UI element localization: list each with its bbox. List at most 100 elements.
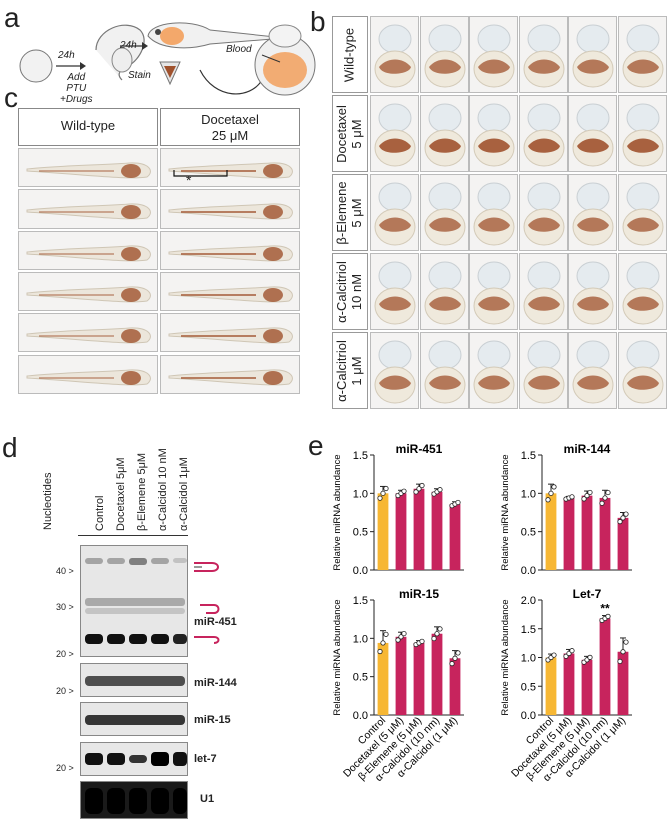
y-tick-label: 0.5 — [521, 527, 536, 539]
replicate-dot — [437, 487, 443, 493]
panel-b-embryo-image — [617, 174, 667, 251]
panel-e-charts: 0.0 0.5 1.0 1.5 miR-451 Relative miRNA abunda… — [332, 442, 632, 784]
panel-b-embryo-image — [370, 174, 419, 251]
lane-label: α-Calcidol 10 nM — [157, 448, 169, 531]
panel-b-embryo-image — [617, 16, 667, 93]
workflow-diagram — [19, 22, 316, 96]
bar — [377, 642, 389, 715]
step1-action-line3: +Drugs — [60, 94, 93, 105]
panel-b-row-line1: Docetaxel — [334, 104, 350, 163]
marker-20-a: 20 > — [56, 649, 74, 659]
replicate-dot — [419, 482, 425, 489]
replicate-dot — [377, 648, 383, 655]
bar — [545, 493, 557, 570]
replicate-dot — [398, 634, 404, 640]
bar — [599, 497, 611, 570]
y-tick-label: 1.0 — [521, 488, 536, 500]
step1-time: 24h — [58, 50, 75, 61]
y-tick-label: 0.0 — [353, 565, 368, 577]
replicate-dot — [383, 631, 389, 637]
marker-20-b: 20 > — [56, 686, 74, 696]
panel-b-embryo-image — [518, 174, 568, 251]
panel-c-larva-image — [160, 148, 300, 188]
replicate-dot — [449, 661, 455, 667]
y-tick-label: 1.5 — [521, 624, 536, 636]
replicate-dot — [413, 489, 419, 495]
panel-b-embryo-image — [370, 253, 419, 330]
panel-b-embryo-image — [518, 253, 568, 330]
panel-c-larva-image — [18, 354, 158, 394]
bar — [431, 633, 443, 715]
panel-b-row-label: β-Elemene 5 μM — [332, 174, 368, 251]
panel-c-larva-image — [160, 230, 300, 270]
replicate-dot — [548, 490, 554, 496]
panel-b-embryo-image — [617, 95, 667, 172]
panel-b-embryo-image — [469, 16, 518, 93]
chart-2: 0.0 0.5 1.0 1.5 miR-15 Relative miRNA abundan… — [332, 587, 464, 784]
blot-label-mir144: miR-144 — [194, 677, 237, 689]
blot-u1 — [80, 781, 188, 819]
panel-b-embryo-image — [469, 174, 518, 251]
bar — [581, 659, 593, 715]
panel-c-col2-title: Docetaxel — [201, 112, 259, 127]
y-tick-label: 1.0 — [521, 653, 536, 665]
panel-b-embryo-image — [469, 332, 518, 409]
panel-b-row-line1: Wild-type — [341, 27, 357, 82]
y-tick-label: 1.5 — [353, 450, 368, 462]
lane-divider — [78, 535, 188, 536]
panel-b-embryo-image — [370, 16, 419, 93]
y-axis-label: Relative miRNA abundance — [500, 454, 511, 570]
panel-c-col1-title: Wild-type — [60, 118, 116, 133]
bar — [395, 493, 407, 570]
panel-b-embryo-image — [419, 16, 469, 93]
panel-d-ylabel: Nucleotides — [42, 472, 54, 530]
y-tick-label: 1.0 — [353, 633, 368, 645]
panel-b-row-text: Docetaxel 5 μM — [334, 104, 365, 163]
panel-b-row-line2: 10 nM — [349, 273, 364, 310]
step1-action-line1: Add — [67, 72, 86, 83]
replicate-dot — [377, 495, 383, 501]
replicate-dot — [434, 631, 440, 637]
panel-b-embryo-image — [469, 95, 518, 172]
bar — [377, 493, 389, 570]
y-tick-label: 1.5 — [521, 450, 536, 462]
step1-action-line2: PTU — [66, 83, 87, 94]
panel-b-embryo-image — [419, 253, 469, 330]
y-axis-label: Relative miRNA abundance — [332, 599, 343, 715]
panel-b-row-line2: 5 μM — [349, 118, 364, 149]
pre-mirna-icon — [194, 562, 219, 572]
step2-time: 24h — [120, 40, 137, 51]
replicate-dot — [383, 485, 389, 492]
blot-label-mir15: miR-15 — [194, 714, 231, 726]
bar — [413, 642, 425, 715]
bar — [581, 495, 593, 570]
mature-mirna-icon — [194, 636, 220, 644]
replicate-dot — [620, 649, 626, 655]
panel-a-label: a — [4, 2, 20, 33]
replicate-dot — [620, 515, 626, 521]
bar — [617, 517, 629, 570]
panel-c-asterisk: * — [186, 172, 192, 188]
chart-title: miR-15 — [399, 587, 439, 601]
panel-c-larva-image — [18, 271, 158, 312]
bar — [449, 658, 461, 715]
lane-label: Control — [94, 495, 106, 531]
panel-c-larva-image — [18, 230, 158, 270]
panel-b-row-text: Wild-type — [341, 27, 358, 82]
y-axis-label: Relative miRNA abundance — [500, 599, 511, 715]
panel-b-embryo-image — [617, 253, 667, 330]
panel-c-col2-dose: 25 μM — [211, 128, 249, 143]
panel-c-larva-image — [160, 271, 300, 312]
y-tick-label: 0.5 — [353, 672, 368, 684]
hairpin-icon — [200, 604, 220, 614]
panel-b-embryo-image — [419, 174, 469, 251]
replicate-dot — [623, 511, 629, 517]
replicate-dot — [401, 488, 407, 494]
replicate-dot — [569, 494, 575, 500]
lane-label: α-Calcidol 1μM — [178, 457, 190, 531]
y-tick-label: 1.5 — [353, 595, 368, 607]
replicate-dot — [587, 489, 593, 496]
panel-b-row-line2: 5 μM — [349, 197, 364, 228]
replicate-dot — [401, 630, 407, 637]
chart-3: 0.0 0.5 1.0 1.5 2.0 Let-7 Relative miRNA abund… — [500, 587, 632, 784]
